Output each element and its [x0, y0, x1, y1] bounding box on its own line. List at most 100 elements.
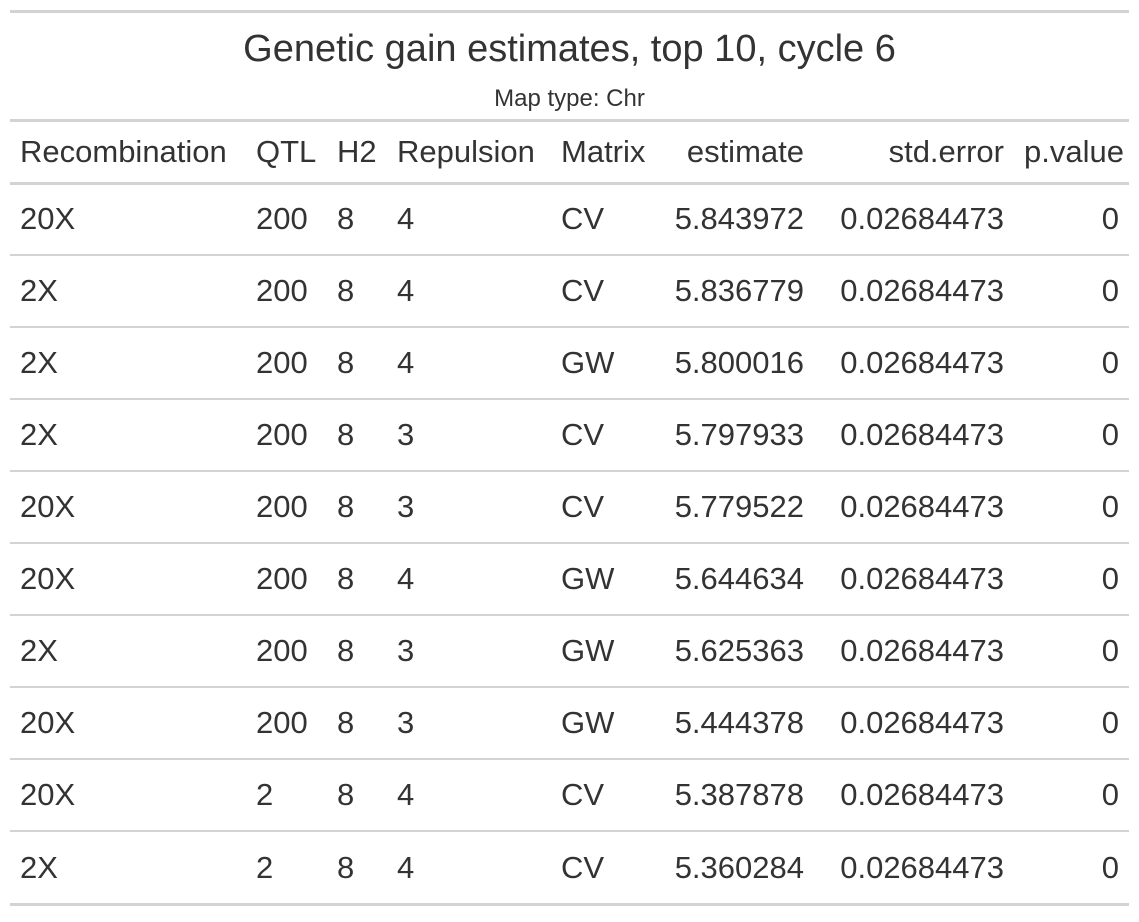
table-cell: 0: [1101, 561, 1119, 596]
table-row: 2X 200 8 3 GW 5.625363 0.02684473 0: [10, 615, 1129, 687]
table-cell: 4: [397, 345, 415, 380]
table-cell: 5.387878: [674, 777, 804, 812]
table-cell: 5.836779: [674, 273, 804, 308]
table-cell: 0.02684473: [840, 777, 1004, 812]
table-row: 20X 200 8 4 GW 5.644634 0.02684473 0: [10, 543, 1129, 615]
table-cell: 8: [337, 273, 355, 308]
table-cell: 0: [1101, 345, 1119, 380]
table-cell: 8: [337, 561, 355, 596]
table-cell: 200: [256, 273, 308, 308]
table-cell: 0.02684473: [840, 417, 1004, 452]
table-cell: 8: [337, 417, 355, 452]
table-cell: 20X: [20, 489, 76, 524]
table-cell: 200: [256, 633, 308, 668]
table-cell: 4: [397, 273, 415, 308]
table-header: Recombination QTL H2 Repulsion Matrix estimat…: [10, 122, 1129, 183]
table-row: 20X 2 8 4 CV 5.387878 0.02684473 0: [10, 759, 1129, 831]
column-header: QTL: [256, 133, 317, 169]
table-cell: CV: [561, 417, 605, 452]
table-row: 2X 200 8 4 CV 5.836779 0.02684473 0: [10, 255, 1129, 327]
table-cell: 8: [337, 849, 355, 885]
table-cell: 5.843972: [674, 201, 804, 237]
table-cell: 8: [337, 345, 355, 380]
column-header: estimate: [686, 133, 804, 169]
table-cell: 0: [1101, 417, 1119, 452]
table-row: 20X 200 8 3 GW 5.444378 0.02684473 0: [10, 687, 1129, 759]
table-cell: 5.625363: [674, 633, 804, 668]
table-cell: 8: [337, 633, 355, 668]
table-cell: 0.02684473: [840, 273, 1004, 308]
table-row: 20X 200 8 3 CV 5.779522 0.02684473 0: [10, 471, 1129, 543]
table-cell: 0.02684473: [840, 849, 1004, 885]
table-cell: CV: [561, 777, 605, 812]
table-cell: 20X: [20, 201, 76, 237]
table-cell: CV: [561, 489, 605, 524]
table-cell: 8: [337, 489, 355, 524]
table-row: 20X 200 8 4 CV 5.843972 0.02684473 0: [10, 183, 1129, 255]
table-cell: 200: [256, 345, 308, 380]
table-cell: CV: [561, 849, 605, 885]
column-header: H2: [337, 133, 377, 169]
table-cell: 2X: [20, 345, 58, 380]
table-cell: 0: [1101, 849, 1119, 885]
table-title: Genetic gain estimates, top 10, cycle 6: [243, 28, 896, 70]
table-cell: 0.02684473: [840, 201, 1004, 237]
table-cell: 2: [256, 849, 274, 885]
column-header: Matrix: [561, 133, 646, 169]
table-cell: GW: [561, 633, 615, 668]
table-cell: 2X: [20, 273, 58, 308]
table-cell: 5.779522: [674, 489, 804, 524]
table-cell: 0: [1101, 201, 1119, 237]
table-cell: 4: [397, 201, 415, 237]
table-cell: 3: [397, 417, 415, 452]
table-cell: CV: [561, 201, 605, 237]
table-cell: 0: [1101, 705, 1119, 740]
table-cell: 20X: [20, 705, 76, 740]
table-cell: 8: [337, 777, 355, 812]
table-cell: 0: [1101, 489, 1119, 524]
table-subtitle: Map type: Chr: [494, 85, 645, 112]
table-cell: CV: [561, 273, 605, 308]
table-cell: 0.02684473: [840, 561, 1004, 596]
table-body: 20X 200 8 4 CV 5.843972 0.02684473 0 2X 200 8 4 CV 5.…: [10, 183, 1129, 903]
table-cell: 5.360284: [674, 849, 804, 885]
table-cell: 200: [256, 561, 308, 596]
table-cell: 2: [256, 777, 274, 812]
table-cell: GW: [561, 561, 615, 596]
table-cell: 0.02684473: [840, 705, 1004, 740]
column-header: p.value: [1024, 133, 1124, 169]
table-cell: 0: [1101, 633, 1119, 668]
results-table: Genetic gain estimates, top 10, cycle 6 …: [10, 10, 1129, 906]
table-cell: 3: [397, 489, 415, 524]
table-cell: 8: [337, 201, 355, 237]
table-cell: 3: [397, 633, 415, 668]
table-cell: GW: [561, 705, 615, 740]
column-header: std.error: [888, 133, 1004, 169]
table-cell: 200: [256, 417, 308, 452]
table-cell: 2X: [20, 849, 58, 885]
table-cell: 20X: [20, 561, 76, 596]
table-cell: 4: [397, 777, 415, 812]
table-cell: 200: [256, 201, 308, 237]
header-row: Recombination QTL H2 Repulsion Matrix estimat…: [10, 122, 1129, 183]
table-cell: 0: [1101, 273, 1119, 308]
column-header: Repulsion: [397, 133, 535, 169]
table-cell: 4: [397, 561, 415, 596]
table-cell: 0.02684473: [840, 345, 1004, 380]
table-cell: 0.02684473: [840, 633, 1004, 668]
table-cell: 5.644634: [674, 561, 804, 596]
table-row: 2X 2 8 4 CV 5.360284 0.02684473 0: [10, 831, 1129, 903]
table-cell: 200: [256, 705, 308, 740]
column-header: Recombination: [20, 133, 227, 169]
table-cell: 3: [397, 705, 415, 740]
table-cell: GW: [561, 345, 615, 380]
table-row: 2X 200 8 3 CV 5.797933 0.02684473 0: [10, 399, 1129, 471]
table-cell: 20X: [20, 777, 76, 812]
table-row: 2X 200 8 4 GW 5.800016 0.02684473 0: [10, 327, 1129, 399]
table-cell: 4: [397, 849, 415, 885]
table-cell: 5.444378: [674, 705, 804, 740]
data-table: Recombination QTL H2 Repulsion Matrix estimat…: [10, 122, 1129, 903]
table-cell: 5.797933: [674, 417, 804, 452]
table-cell: 2X: [20, 633, 58, 668]
table-cell: 8: [337, 705, 355, 740]
